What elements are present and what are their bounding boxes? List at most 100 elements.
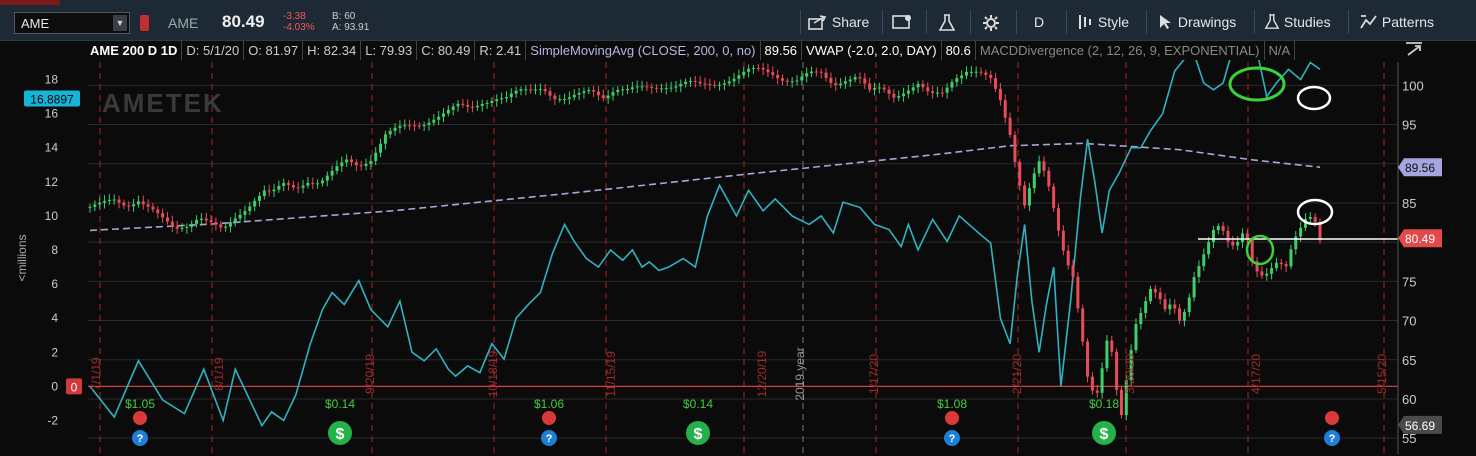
studies-flask-button[interactable] <box>938 14 956 35</box>
candle-body <box>1279 262 1283 265</box>
low-price-badge <box>1398 415 1442 434</box>
white-annotation-circle <box>1296 85 1332 111</box>
candle-body <box>364 163 368 166</box>
candle-body <box>1182 311 1186 321</box>
candle-body <box>422 124 426 126</box>
candle-body <box>645 86 649 88</box>
last-price-badge <box>1398 229 1442 248</box>
candle-body <box>156 209 160 214</box>
candle-body <box>1023 185 1027 206</box>
candle-body <box>257 195 261 201</box>
candle-body <box>727 81 731 84</box>
style-button[interactable]: Style <box>1076 14 1129 30</box>
candle-body <box>325 175 329 181</box>
cursor-icon <box>1160 15 1171 29</box>
candle-body <box>1255 261 1259 272</box>
settings-button[interactable] <box>982 14 1000 35</box>
symbol-selector[interactable]: AME ▼ <box>14 12 130 34</box>
last-price-badge-value: 80.49 <box>1405 232 1435 246</box>
candle-body <box>892 93 896 98</box>
sma-price-badge <box>1398 158 1442 177</box>
candle-body <box>1061 230 1065 251</box>
candle-body <box>679 83 683 87</box>
candle-body <box>921 83 925 88</box>
sma-study-label[interactable]: SimpleMovingAvg (CLOSE, 200, 0, no) <box>526 41 761 60</box>
style-icon <box>1079 15 1091 29</box>
candle-body <box>945 87 949 93</box>
candle-body <box>1149 288 1153 302</box>
price-change: -3.38 -4.03% <box>283 11 315 33</box>
candle-body <box>931 91 935 94</box>
candle-body <box>979 71 983 73</box>
candle-body <box>480 104 484 106</box>
left-zero-marker <box>66 378 82 395</box>
candle-body <box>243 211 247 215</box>
close-value: C: 80.49 <box>417 41 476 60</box>
candle-body <box>810 71 814 74</box>
sma-study-value: 89.56 <box>761 41 803 60</box>
candle-body <box>795 80 799 82</box>
toolbar-divider <box>1066 10 1067 34</box>
toolbar-divider <box>1016 10 1017 34</box>
candle-body <box>349 159 353 163</box>
candle-body <box>558 99 562 101</box>
candle-body <box>98 202 102 205</box>
patterns-button[interactable]: Patterns <box>1360 14 1434 30</box>
period-button[interactable]: D <box>1034 14 1045 30</box>
candle-body <box>1066 250 1070 266</box>
candle-body <box>553 95 557 100</box>
candle-body <box>1265 273 1269 276</box>
candle-body <box>1013 134 1017 162</box>
candle-body <box>994 78 998 89</box>
candle-body <box>737 75 741 79</box>
candle-body <box>935 92 939 94</box>
studies-label: Studies <box>1283 14 1331 30</box>
flexible-grid-button[interactable] <box>892 14 914 33</box>
candle-body <box>635 86 639 88</box>
candle-body <box>780 78 784 81</box>
date-label: 9/20/19 <box>363 354 377 394</box>
flag-icon[interactable] <box>140 15 149 31</box>
candle-body <box>950 82 954 88</box>
candle-body <box>456 103 460 107</box>
candle-body <box>151 206 155 210</box>
collapse-icon[interactable] <box>1404 40 1424 58</box>
earnings-info-icon <box>944 430 960 446</box>
toolbar-divider <box>1146 10 1147 34</box>
candle-body <box>1008 117 1012 135</box>
candle-body <box>718 84 722 86</box>
chevron-down-icon[interactable]: ▼ <box>113 15 127 31</box>
candle-body <box>296 187 300 189</box>
flask-icon <box>938 14 956 31</box>
earnings-info-glyph: ? <box>1329 433 1336 445</box>
candle-body <box>529 89 533 91</box>
candle-body <box>359 165 363 167</box>
candle-body <box>703 83 707 85</box>
studies-button[interactable]: Studies <box>1264 14 1331 30</box>
candle-body <box>1090 376 1094 391</box>
candle-body <box>698 81 702 84</box>
macd-study-label[interactable]: MACDDivergence (2, 12, 26, 9, EXPONENTIA… <box>976 41 1265 60</box>
candle-body <box>640 86 644 88</box>
grid-layout-icon <box>892 15 911 29</box>
share-button[interactable]: Share <box>808 14 869 30</box>
symbol-input-text[interactable]: AME <box>21 16 50 31</box>
price-chart[interactable]: AMETEK556065707580859095100-202468101214… <box>0 60 1476 456</box>
candle-body <box>1119 389 1123 416</box>
candle-body <box>103 201 107 203</box>
candle-body <box>320 180 324 184</box>
patterns-icon <box>1360 15 1377 29</box>
candle-body <box>664 88 668 90</box>
candle-body <box>233 218 237 223</box>
date-label: 2/21/20 <box>1010 354 1024 394</box>
drawings-button[interactable]: Drawings <box>1158 14 1236 30</box>
candle-body <box>843 81 847 84</box>
candle-body <box>872 88 876 90</box>
toolbar-divider <box>926 10 927 34</box>
candle-body <box>514 90 518 94</box>
high-value: H: 82.34 <box>303 41 362 60</box>
green-annotation-circle <box>1245 234 1275 266</box>
vwap-study-label[interactable]: VWAP (-2.0, 2.0, DAY) <box>802 41 942 60</box>
left-zero-marker-value: 0 <box>71 380 78 394</box>
candle-body <box>466 104 470 107</box>
